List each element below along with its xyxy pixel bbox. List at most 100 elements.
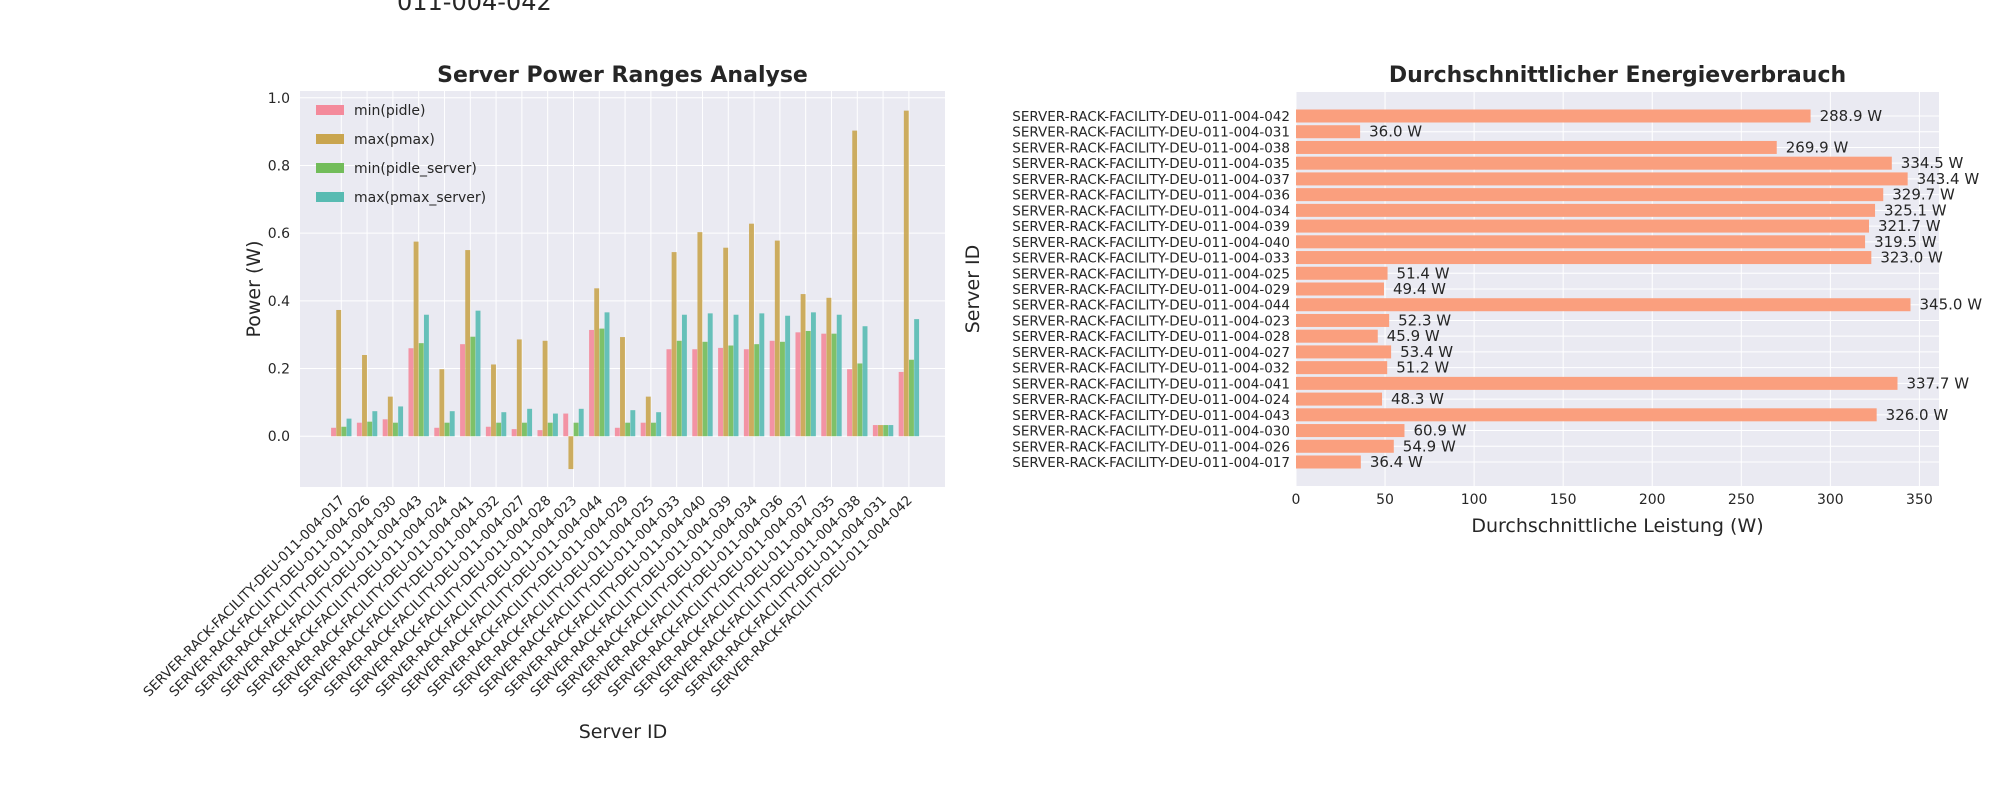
chart-title: Durchschnittlicher Energieverbrauch (1389, 63, 1846, 88)
data-label: 321.7 W (1878, 217, 1941, 235)
bar-min-pidle (614, 427, 620, 437)
x-axis-label: Server ID (579, 721, 668, 743)
y-tick-label: 0.4 (268, 294, 290, 310)
bar-min-pidle (847, 369, 852, 437)
bar-max-pmax (620, 337, 625, 437)
bar-max-pmax (852, 130, 858, 437)
bar-max-pmax (645, 396, 651, 437)
y-tick-label: SERVER-RACK-FACILITY-DEU-011-004-040 (1012, 235, 1290, 251)
y-tick-label: SERVER-RACK-FACILITY-DEU-011-004-030 (1012, 424, 1290, 440)
bar-min-pidle (743, 349, 749, 437)
bar-min-pidle (666, 349, 672, 437)
chart-title: Server Power Ranges Analyse (437, 63, 808, 88)
y-tick-label: SERVER-RACK-FACILITY-DEU-011-004-026 (1012, 439, 1290, 455)
data-label: 343.4 W (1917, 170, 1980, 188)
bar-max-pmax-server (810, 312, 816, 437)
y-tick-label: SERVER-RACK-FACILITY-DEU-011-004-039 (1012, 219, 1290, 235)
bar (1296, 188, 1884, 202)
bar-min-pidle (537, 430, 543, 437)
bar (1296, 172, 1908, 186)
bar-min-pidle-server (651, 422, 656, 437)
data-label: 54.9 W (1403, 437, 1456, 455)
bar-max-pmax-server (836, 314, 842, 437)
bar (1296, 345, 1392, 359)
bar-max-pmax (362, 355, 367, 437)
bar-max-pmax (774, 240, 780, 437)
bar (1296, 298, 1911, 312)
average-energy-chart: 0 50 100 150 200 250 300 350 SERVER-RACK-FACILIT… (962, 63, 1982, 537)
legend-label: max(pmax_server) (354, 190, 486, 206)
bar (1296, 203, 1876, 217)
bar-min-pidle-server (470, 336, 476, 437)
bar-min-pidle-server (909, 359, 914, 437)
bar-max-pmax-server (888, 425, 894, 437)
x-tick-label: 350 (1906, 492, 1933, 508)
bar-min-pidle-server (702, 341, 708, 437)
bar-min-pidle (382, 419, 388, 437)
bar (1296, 156, 1892, 170)
bar-min-pidle (589, 329, 594, 437)
bar-max-pmax-server (475, 310, 481, 437)
bar-max-pmax (439, 369, 445, 437)
bar-max-pmax-server (372, 411, 378, 437)
y-tick-label: SERVER-RACK-FACILITY-DEU-011-004-028 (1012, 329, 1290, 345)
bar-min-pidle (485, 426, 491, 437)
bar-min-pidle-server (522, 422, 527, 437)
y-tick-label: SERVER-RACK-FACILITY-DEU-011-004-023 (1012, 313, 1290, 329)
x-axis-label: Durchschnittliche Leistung (W) (1471, 515, 1763, 537)
x-tick-label: 200 (1639, 492, 1666, 508)
server-power-ranges-chart: 0.00.20.40.60.81.0SERVER-RACK-FACILITY-D… (140, 63, 945, 743)
bar-min-pidle (769, 340, 775, 437)
data-label: 45.9 W (1387, 327, 1440, 345)
bar (1296, 235, 1866, 249)
bar-max-pmax (413, 241, 419, 437)
y-tick-label: SERVER-RACK-FACILITY-DEU-011-004-031 (1012, 125, 1290, 141)
data-label: 337.7 W (1906, 374, 1969, 392)
bar-min-pidle-server (676, 340, 682, 437)
bar-min-pidle-server (831, 333, 837, 437)
y-tick-label: SERVER-RACK-FACILITY-DEU-011-004-034 (1012, 203, 1290, 219)
data-label: 51.4 W (1397, 264, 1450, 282)
bar-min-pidle-server (754, 344, 760, 437)
data-label: 334.5 W (1901, 154, 1964, 172)
bar-max-pmax (697, 232, 703, 437)
x-tick-label: 0 (1292, 492, 1301, 508)
bar (1296, 140, 1777, 154)
x-tick-label: 150 (1550, 492, 1577, 508)
y-tick-label: SERVER-RACK-FACILITY-DEU-011-004-033 (1012, 251, 1290, 267)
bar-max-pmax (594, 288, 600, 437)
bar-max-pmax (542, 340, 548, 437)
bar-max-pmax-server (501, 412, 507, 437)
bar-max-pmax-server (527, 408, 533, 437)
bar-min-pidle-server (857, 363, 863, 437)
y-tick-label: SERVER-RACK-FACILITY-DEU-011-004-029 (1012, 282, 1290, 298)
x-tick-label: 250 (1728, 492, 1755, 508)
data-label: 288.9 W (1820, 107, 1883, 125)
bar-max-pmax-server (681, 314, 687, 437)
bar-max-pmax-server (423, 314, 429, 437)
bar-min-pidle (872, 425, 878, 437)
bar (1296, 125, 1361, 139)
y-tick-label: SERVER-RACK-FACILITY-DEU-011-004-025 (1012, 266, 1290, 282)
y-axis-label: Power (W) (243, 240, 265, 337)
bar (1296, 251, 1872, 265)
bar-min-pidle (460, 344, 465, 437)
data-label: 60.9 W (1413, 422, 1466, 440)
bar (1296, 392, 1383, 406)
y-axis-label: Server ID (962, 245, 984, 334)
y-tick-label: SERVER-RACK-FACILITY-DEU-011-004-035 (1012, 156, 1290, 172)
bar-max-pmax (903, 110, 909, 437)
bar-max-pmax-server (346, 418, 352, 437)
bar-min-pidle-server (780, 341, 785, 437)
bar (1296, 455, 1361, 469)
bar-max-pmax-server (785, 315, 791, 437)
bar-max-pmax (800, 294, 806, 437)
x-tick-label: 50 (1376, 492, 1394, 508)
bar (1296, 376, 1898, 390)
bar-min-pidle (356, 422, 362, 437)
bar (1296, 361, 1388, 375)
y-tick-label: SERVER-RACK-FACILITY-DEU-011-004-037 (1012, 172, 1290, 188)
bar-min-pidle (821, 333, 827, 437)
bar-min-pidle (718, 347, 723, 437)
bar (1296, 219, 1870, 233)
